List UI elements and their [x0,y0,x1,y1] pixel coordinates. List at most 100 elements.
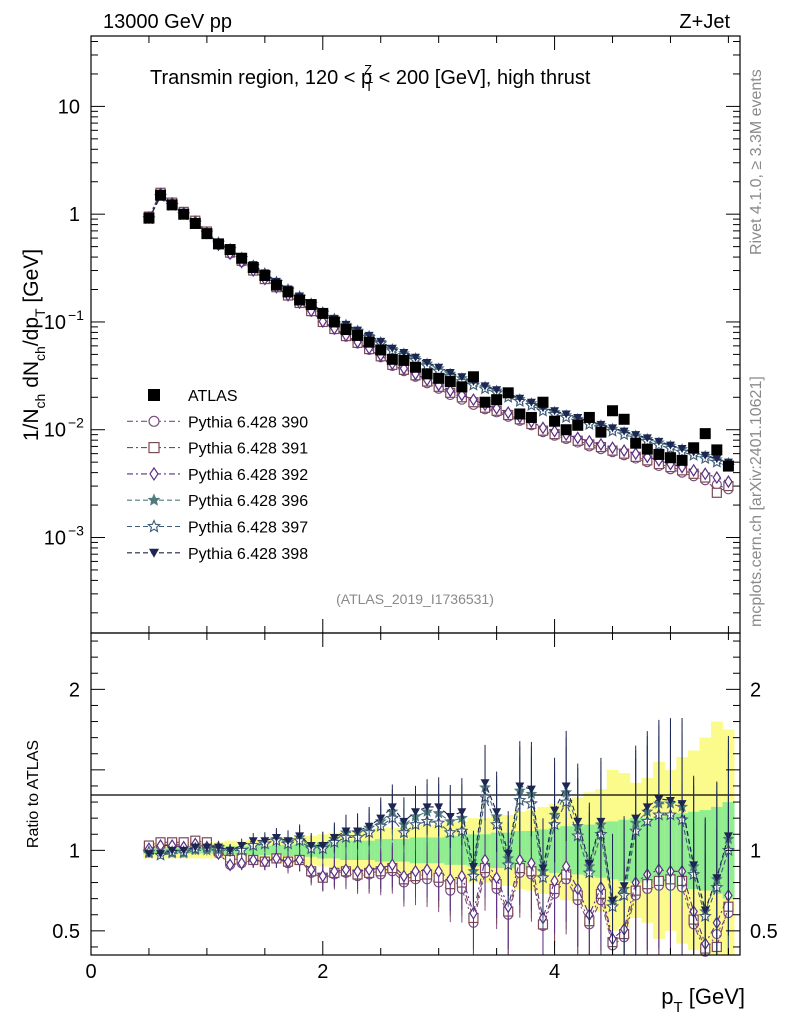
atlas-point [155,189,167,201]
atlas-point [224,244,236,256]
ratio-point [213,843,223,852]
legend-marker [147,493,161,506]
ratio-point [283,855,293,869]
ratio-line [148,841,729,953]
main-point [619,444,629,458]
main-point [445,368,455,377]
ratio-point [642,803,652,812]
ratio-point [306,863,316,877]
ratio-point [225,858,235,872]
atlas-point [410,361,421,373]
atlas-point [212,238,224,250]
atlas-point [699,428,711,440]
ratio-y-tick-label-right: 2 [750,679,761,701]
atlas-point [236,252,248,264]
legend-label: Pythia 6.428 397 [188,520,308,537]
ratio-point [144,850,154,859]
ratio-series-layer [142,718,735,957]
atlas-point [178,208,190,220]
ratio-point [237,856,246,870]
legend-label: ATLAS [188,388,238,405]
ratio-point [584,859,594,868]
main-point [561,410,571,419]
main-frame [90,35,741,634]
ratio-point [364,863,374,877]
main-point [608,424,618,433]
atlas-point [653,448,665,460]
ratio-point [388,858,397,872]
atlas-point [711,444,723,456]
ratio-point [167,846,177,855]
atlas-point [421,368,433,380]
main-y-tick-label: 1 [69,204,80,226]
main-line-392 [148,193,729,483]
main-point [689,463,698,477]
main-point [422,359,432,368]
atlas-point [641,443,653,455]
atlas-point [467,371,479,383]
ratio-panel: 0.5 0.5 1 1 2 2 0 2 4 Ratio to ATLAS pT [GeV] [25,632,778,1016]
ratio-point [550,806,560,815]
process-label: Z+Jet [679,11,730,33]
ratio-point [295,832,305,841]
main-point [654,437,664,446]
main-y-tick-exponent: −1 [68,307,84,323]
legend-label: Pythia 6.428 392 [188,467,308,484]
ratio-point [225,846,235,855]
ratio-point [689,861,699,870]
x-axis-label: pT [GeV] [661,984,745,1016]
main-point [642,434,652,443]
ratio-point [573,817,583,826]
main-y-tick-label: 10 [44,528,66,550]
ratio-point [445,813,455,822]
ratio-y-tick-label-right: 1 [750,840,761,862]
atlas-point [305,299,317,311]
ratio-point [700,906,710,915]
ratio-point [341,863,351,877]
ratio-frame [90,632,741,956]
ratio-point [364,822,374,831]
atlas-point [502,387,514,399]
ratio-point [399,869,409,883]
atlas-point [595,426,607,438]
ratio-point [318,842,328,851]
analysis-watermark: (ATLAS_2019_I1736531) [336,591,494,607]
atlas-point [514,408,526,420]
ratio-point [376,861,385,875]
ratio-point [422,803,432,812]
x-tick-label: 2 [317,961,328,983]
main-point [480,382,490,391]
atlas-point [688,442,700,454]
ratio-point [723,832,733,841]
ratio-point [608,896,618,905]
atlas-point [259,269,271,281]
ratio-point [457,869,467,883]
atlas-point [375,344,387,356]
atlas-point [676,454,688,466]
ratio-point [480,853,490,867]
atlas-point [247,262,259,274]
atlas-point [444,376,456,388]
main-point [700,451,710,460]
main-point [631,431,641,440]
ratio-point [411,864,420,878]
ratio-point [446,872,455,886]
main-point [504,406,513,420]
ratio-point [272,851,281,866]
legend-marker [148,415,160,427]
main-point [585,434,594,448]
ratio-point [550,874,559,888]
ratio-point [515,853,525,867]
main-point [550,407,560,416]
ratio-point [260,855,270,869]
main-point [364,331,374,340]
ratio-point [156,850,166,859]
ratio-point [469,906,478,920]
atlas-point [572,419,584,431]
ratio-y-tick-label-left: 2 [69,679,80,701]
main-point [631,447,640,461]
ratio-y-tick-label-left: 1 [69,840,80,862]
ratio-point [503,850,513,859]
